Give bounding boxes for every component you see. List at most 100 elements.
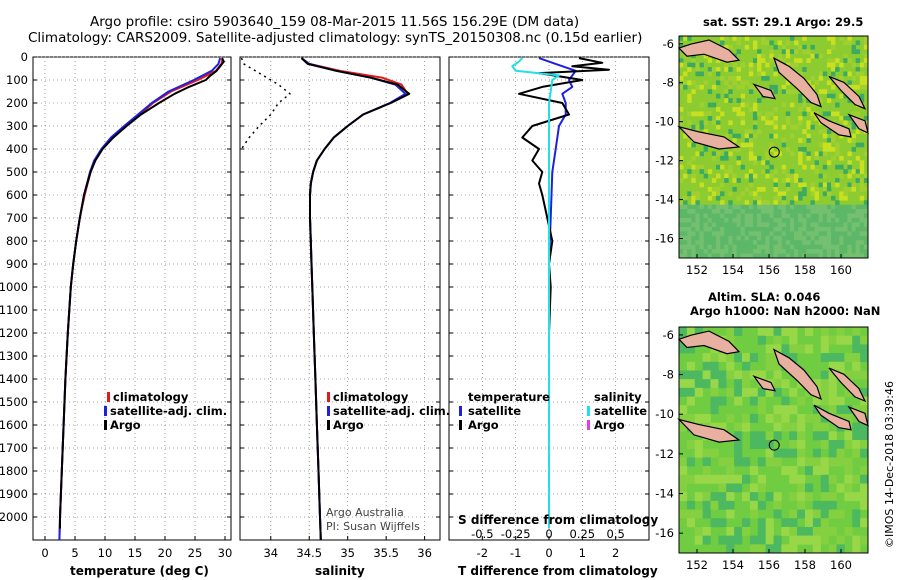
map-pixel <box>785 89 791 95</box>
map-pixel <box>822 71 828 77</box>
temperature-panel: 0100200300400500600700800900100011001200… <box>0 50 232 560</box>
lat-tick-label: -16 <box>655 526 674 540</box>
map-pixel <box>860 431 869 441</box>
map-pixel <box>695 164 700 170</box>
map-pixel <box>789 204 795 210</box>
map-pixel <box>769 213 774 219</box>
map-pixel <box>752 218 758 223</box>
map-pixel <box>798 240 803 245</box>
map-pixel <box>769 164 774 170</box>
map-pixel <box>679 244 684 250</box>
map-pixel <box>844 387 853 397</box>
map-pixel <box>798 226 803 232</box>
map-pixel <box>847 218 852 223</box>
map-pixel <box>831 213 836 219</box>
map-pixel <box>826 213 832 219</box>
map-pixel <box>818 173 824 179</box>
map-pixel <box>724 222 729 228</box>
map-pixel <box>765 361 774 371</box>
map-pixel <box>761 200 766 206</box>
y-tick-label: 800 <box>6 234 28 248</box>
map-pixel <box>761 40 766 46</box>
map-pixel <box>826 58 832 63</box>
y-tick-label: 1500 <box>0 395 28 409</box>
y-tick-label: 0 <box>21 50 28 64</box>
map-pixel <box>744 44 750 50</box>
map-pixel <box>757 222 762 228</box>
map-pixel <box>794 209 799 214</box>
map-pixel <box>683 84 688 90</box>
map-pixel <box>711 151 717 157</box>
map-pixel <box>691 58 696 63</box>
map-pixel <box>822 253 828 259</box>
map-pixel <box>818 209 824 214</box>
map-pixel <box>707 240 713 245</box>
map-pixel <box>822 111 828 117</box>
map-pixel <box>831 84 836 90</box>
map-pixel <box>855 173 861 179</box>
map-pixel <box>761 244 766 250</box>
map-pixel <box>732 62 737 68</box>
map-pixel <box>812 535 822 545</box>
map-pixel <box>818 249 824 254</box>
x-top-tick-label: -0.5 <box>471 527 493 541</box>
map-pixel <box>679 218 684 223</box>
map-pixel <box>765 115 770 121</box>
map-pixel <box>752 200 758 206</box>
map-pixel <box>736 235 741 241</box>
map-pixel <box>773 492 782 502</box>
map-pixel <box>765 240 770 245</box>
difference-legend: temperature satellite Argo salinity sate… <box>459 390 647 432</box>
map-pixel <box>822 164 828 170</box>
map-pixel <box>724 67 729 72</box>
map-pixel <box>765 151 770 157</box>
map-pixel <box>728 200 733 206</box>
map-pixel <box>859 129 865 134</box>
map-pixel <box>814 195 819 201</box>
map-pixel <box>765 544 774 554</box>
map-pixel <box>839 249 844 254</box>
map-pixel <box>749 483 759 493</box>
map-pixel <box>814 186 819 192</box>
map-pixel <box>742 474 751 484</box>
map-pixel <box>806 155 811 161</box>
map-pixel <box>818 253 824 259</box>
map-pixel <box>855 218 861 223</box>
map-pixel <box>826 226 832 232</box>
map-pixel <box>724 244 729 250</box>
map-pixel <box>757 518 766 528</box>
map-pixel <box>798 222 803 228</box>
map-pixel <box>822 147 828 152</box>
map-pixel <box>781 422 790 432</box>
map-pixel <box>820 335 829 345</box>
map-pixel <box>794 40 799 46</box>
map-pixel <box>702 353 711 363</box>
map-pixel <box>860 370 869 380</box>
map-pixel <box>749 353 759 363</box>
map-pixel <box>789 405 798 415</box>
map-pixel <box>702 370 711 380</box>
map-pixel <box>728 235 733 241</box>
map-pixel <box>797 431 806 441</box>
map-pixel <box>789 244 795 250</box>
map-pixel <box>744 186 750 192</box>
map-pixel <box>859 164 865 170</box>
salinity-legend: climatology satellite-adj. clim. Argo <box>327 390 450 432</box>
lat-tick-label: -16 <box>655 232 674 246</box>
map-pixel <box>749 413 759 423</box>
map-pixel <box>742 422 751 432</box>
map-pixel <box>744 231 750 237</box>
map-pixel <box>860 422 869 432</box>
map-pixel <box>720 253 725 259</box>
map-pixel <box>687 160 692 166</box>
lon-tick-label: 152 <box>686 558 708 572</box>
map-pixel <box>710 405 719 415</box>
map-pixel <box>757 244 762 250</box>
map-pixel <box>789 62 795 68</box>
map-pixel <box>851 204 856 210</box>
y-tick-label: 700 <box>6 211 28 225</box>
map-pixel <box>707 244 713 250</box>
map-pixel <box>789 169 795 174</box>
map-pixel <box>789 526 798 536</box>
series-line-argo <box>59 57 225 529</box>
